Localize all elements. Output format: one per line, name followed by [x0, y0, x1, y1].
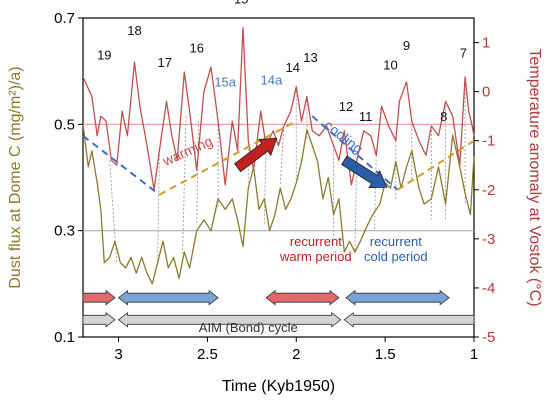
warming-dashed-line	[397, 139, 475, 191]
cooling-dashed-line	[311, 115, 399, 191]
trend-dashed-lines	[82, 115, 475, 196]
connector-line	[157, 150, 160, 264]
y-left-axis-title: Dust flux at Dome C (mg/m²)/a)	[7, 66, 24, 288]
peak-label: 11	[359, 109, 373, 124]
x-tick-label: 1.5	[375, 346, 396, 363]
warming-dashed-line	[158, 120, 297, 196]
y-right-axis-title: Temperature anomaly at Vostok (°C)	[526, 48, 543, 306]
y-right-tick-label: 1	[482, 35, 490, 52]
peak-label: 13	[303, 50, 317, 65]
y-right-tick-label: -1	[482, 133, 495, 150]
temperature-anomaly-line	[82, 27, 475, 191]
series-lines	[82, 27, 475, 285]
period-bar-red	[265, 289, 340, 306]
peak-label: 7	[460, 45, 467, 60]
x-tick-label: 3	[114, 346, 122, 363]
peak-label: 14a	[261, 72, 283, 87]
peak-label: 12	[339, 99, 353, 114]
dust-flux-line	[82, 124, 475, 285]
connector-line	[196, 121, 199, 225]
period-bar-gray	[82, 311, 116, 328]
peak-label: 15	[234, 0, 248, 6]
y-left-tick-label: 0.7	[54, 10, 75, 27]
connector-line	[263, 145, 267, 225]
cooling-dashed-line	[82, 134, 161, 196]
period-bar-red	[82, 289, 116, 306]
y-left-tick-label: 0.5	[54, 116, 75, 133]
period-label: recurrent	[290, 234, 342, 249]
y-left-tick-label: 0.1	[54, 329, 75, 346]
period-label: cold period	[364, 249, 428, 264]
period-bar-blue	[117, 289, 219, 306]
period-bar-gray	[117, 311, 342, 328]
y-right-tick-label: -3	[482, 231, 495, 248]
cooling-arrow	[341, 155, 388, 189]
peak-label: 18	[127, 23, 141, 38]
plot-area	[82, 17, 475, 338]
trend-arrows	[234, 137, 388, 189]
peak-label: 9	[403, 38, 410, 53]
peak-label: 10	[383, 58, 397, 73]
y-right-tick-label: -5	[482, 329, 495, 346]
peak-label: 16	[190, 40, 204, 55]
period-bars	[82, 289, 475, 328]
peak-label: 8	[440, 109, 447, 124]
reference-lines	[83, 123, 474, 232]
y-right-tick-label: -4	[482, 280, 495, 297]
x-tick-label: 2.5	[197, 346, 218, 363]
cycle-label: AIM (Bond) cycle	[199, 320, 298, 335]
connector-line	[279, 125, 285, 185]
period-bar-blue	[345, 289, 450, 306]
connector-line	[182, 116, 187, 254]
y-right-tick-label: 0	[482, 84, 490, 101]
peak-label: 15a	[214, 75, 236, 90]
x-tick-label: 1	[470, 346, 478, 363]
connector-line	[374, 155, 377, 230]
plot-frame	[82, 17, 475, 338]
period-label: recurrent	[370, 234, 422, 249]
period-label: warm period	[279, 249, 352, 264]
peak-label: 17	[158, 55, 172, 70]
connector-line	[354, 160, 358, 254]
x-tick-label: 2	[292, 346, 300, 363]
x-axis-title: Time (Kyb1950)	[222, 378, 335, 395]
connector-line	[109, 160, 118, 264]
period-bar-gray	[343, 311, 475, 328]
peak-label: 14	[285, 60, 299, 75]
peak-label: 19	[97, 48, 111, 63]
warming-arrow	[234, 137, 278, 173]
y-right-tick-label: -2	[482, 182, 495, 199]
y-left-tick-label: 0.3	[54, 223, 75, 240]
